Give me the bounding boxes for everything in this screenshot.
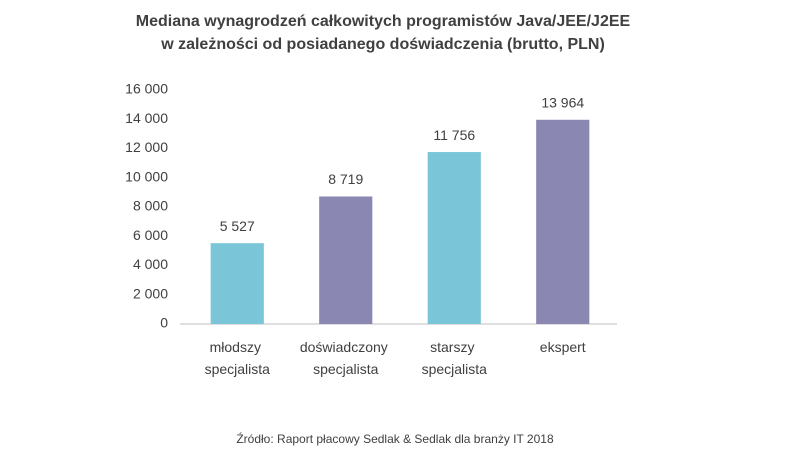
x-tick-label: ekspert (540, 339, 586, 355)
bar (427, 152, 481, 324)
x-tick-label: młodszy specjalista (205, 339, 271, 377)
y-tick-label: 10 000 (125, 168, 168, 184)
chart-title: Mediana wynagrodzeń całkowitych programi… (136, 13, 631, 30)
y-tick-label: 2 000 (133, 285, 168, 301)
y-tick-label: 14 000 (125, 110, 168, 126)
bar (210, 243, 264, 324)
source-note: Źródło: Raport płacowy Sedlak & Sedlak d… (236, 431, 554, 446)
value-label: 8 719 (328, 171, 363, 187)
y-tick-label: 16 000 (125, 81, 168, 97)
y-tick-label: 6 000 (133, 227, 168, 243)
value-label: 5 527 (220, 218, 255, 234)
y-tick-label: 8 000 (133, 198, 168, 214)
y-tick-label: 12 000 (125, 139, 168, 155)
bar (536, 119, 590, 325)
x-tick-label: doświadczony specjalista (300, 339, 392, 377)
value-label: 13 964 (541, 94, 584, 110)
value-label: 11 756 (433, 127, 475, 143)
y-tick-label: 4 000 (133, 256, 168, 272)
chart-subtitle: w zależności od posiadanego doświadczeni… (160, 36, 605, 53)
x-tick-label: starszy specjalista (422, 339, 488, 377)
y-tick-label: 0 (160, 315, 168, 331)
bar (319, 196, 373, 324)
